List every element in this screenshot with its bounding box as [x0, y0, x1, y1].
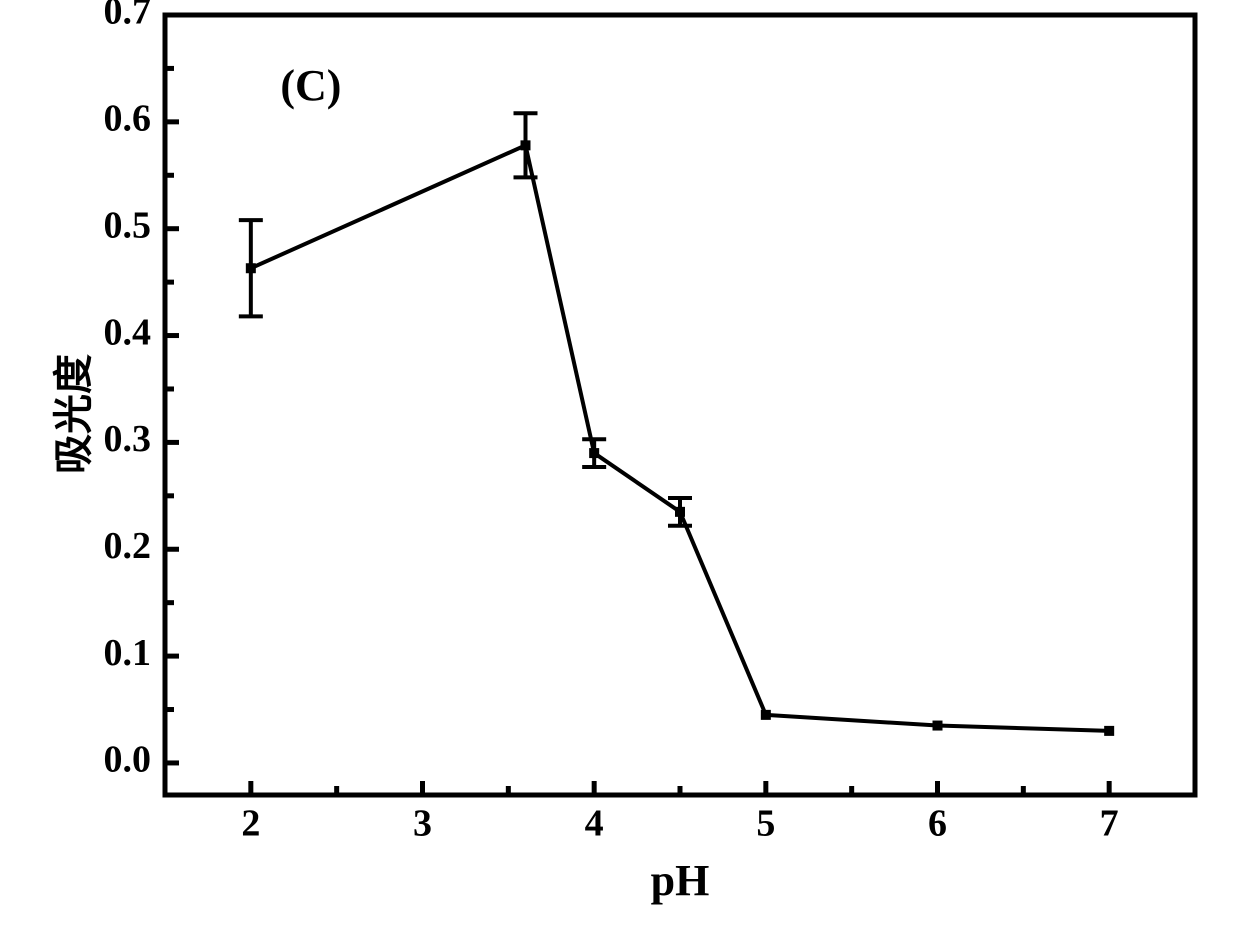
y-tick-label: 0.1: [104, 632, 152, 674]
x-tick-label: 2: [241, 802, 260, 844]
y-tick-label: 0.6: [104, 98, 152, 140]
y-tick-label: 0.4: [104, 311, 152, 353]
data-marker: [589, 448, 599, 458]
y-tick-label: 0.0: [104, 739, 152, 781]
data-marker: [246, 263, 256, 273]
data-marker: [761, 710, 771, 720]
data-marker: [933, 721, 943, 731]
data-marker: [521, 140, 531, 150]
panel-label: (C): [280, 61, 341, 110]
y-tick-label: 0.5: [104, 204, 152, 246]
y-axis-label: 吸光度: [41, 354, 99, 474]
x-tick-label: 3: [413, 802, 432, 844]
x-tick-label: 6: [928, 802, 947, 844]
x-tick-label: 5: [756, 802, 775, 844]
data-marker: [1104, 726, 1114, 736]
x-tick-label: 4: [585, 802, 604, 844]
y-tick-label: 0.7: [104, 0, 152, 33]
chart-container: 0.0 0.1 0.2 0.3 0.4 0.5 0.6 0.7 2 3 4 5 6 7 (C) pH 吸光度: [0, 0, 1240, 943]
y-tick-label: 0.2: [104, 525, 152, 567]
x-axis-label: pH: [651, 856, 710, 905]
y-tick-label: 0.3: [104, 418, 152, 460]
data-marker: [675, 507, 685, 517]
chart-svg: 0.0 0.1 0.2 0.3 0.4 0.5 0.6 0.7 2 3 4 5 6 7 (C) pH: [0, 0, 1240, 943]
x-tick-label: 7: [1100, 802, 1119, 844]
